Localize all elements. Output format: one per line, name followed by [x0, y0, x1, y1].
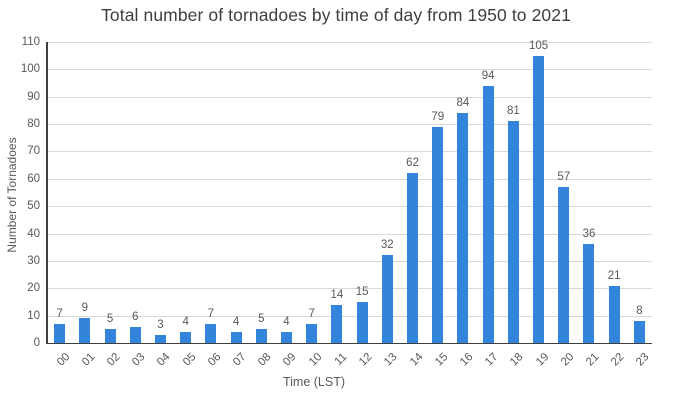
value-label-06: 7: [207, 307, 215, 320]
value-label-07: 4: [232, 316, 240, 329]
gridline-y-10: [47, 315, 652, 317]
value-label-21: 36: [582, 228, 596, 241]
bar-01: [79, 318, 91, 343]
value-label-19: 105: [528, 39, 549, 52]
bar-05: [180, 332, 192, 343]
value-label-20: 57: [557, 171, 571, 184]
gridline-y-110: [47, 42, 652, 43]
bar-16: [457, 113, 469, 343]
value-label-14: 62: [406, 157, 419, 170]
value-label-15: 79: [431, 110, 445, 123]
y-tick-label-70: 70: [27, 145, 40, 158]
y-tick-label-100: 100: [20, 63, 40, 76]
value-label-17: 94: [481, 69, 495, 82]
value-label-13: 32: [380, 239, 394, 252]
bar-11: [331, 304, 343, 343]
bar-13: [381, 255, 393, 343]
y-tick-label-60: 60: [27, 172, 40, 185]
y-tick-label-20: 20: [27, 282, 40, 295]
value-label-23: 8: [636, 305, 643, 318]
plot-area: [47, 42, 652, 343]
bar-03: [129, 326, 141, 343]
value-label-11: 14: [330, 288, 344, 301]
value-label-16: 84: [456, 97, 470, 110]
gridline-y-40: [47, 233, 652, 235]
gridline-y-20: [47, 288, 652, 290]
bar-06: [205, 323, 217, 343]
bar-00: [54, 323, 66, 343]
y-axis-line: [46, 42, 48, 344]
value-label-00: 7: [56, 307, 63, 320]
chart-title: Total number of tornadoes by time of day…: [101, 5, 571, 25]
bar-22: [608, 285, 620, 343]
bar-12: [356, 301, 368, 343]
value-label-18: 81: [506, 105, 520, 118]
bar-23: [633, 321, 645, 343]
bar-18: [507, 121, 519, 343]
y-tick-label-0: 0: [33, 337, 40, 349]
bar-02: [104, 329, 116, 343]
bar-07: [230, 332, 242, 343]
y-tick-label-10: 10: [27, 309, 40, 322]
x-axis-title: Time (LST): [282, 375, 346, 389]
bar-09: [280, 332, 292, 343]
value-label-03: 6: [132, 310, 139, 323]
gridline-y-70: [47, 151, 652, 153]
value-label-22: 21: [607, 269, 621, 282]
y-tick-label-90: 90: [27, 90, 40, 103]
gridline-y-60: [47, 178, 652, 180]
bar-08: [255, 329, 267, 343]
value-label-04: 3: [157, 318, 164, 331]
y-tick-label-110: 110: [21, 36, 40, 48]
value-label-08: 5: [258, 313, 265, 326]
value-label-02: 5: [106, 313, 114, 326]
gridline-y-100: [47, 69, 652, 71]
bar-04: [154, 334, 166, 343]
y-tick-label-30: 30: [27, 254, 40, 267]
value-label-01: 9: [81, 302, 89, 315]
y-tick-label-80: 80: [27, 118, 40, 131]
x-axis-line: [46, 342, 652, 345]
gridline-y-50: [47, 206, 652, 208]
value-label-09: 4: [283, 316, 290, 329]
bar-21: [583, 244, 595, 343]
y-tick-label-40: 40: [27, 227, 40, 240]
value-label-12: 15: [355, 285, 369, 298]
gridline-y-30: [47, 260, 652, 262]
bar-10: [306, 323, 318, 343]
bar-20: [558, 187, 570, 343]
bar-19: [533, 55, 545, 343]
value-label-10: 7: [308, 307, 315, 320]
value-label-05: 4: [182, 316, 189, 329]
bar-14: [407, 173, 419, 343]
gridline-y-90: [47, 96, 652, 98]
gridline-y-80: [47, 124, 652, 126]
bar-17: [482, 85, 494, 343]
bar-15: [432, 126, 444, 343]
y-tick-label-50: 50: [27, 200, 40, 213]
